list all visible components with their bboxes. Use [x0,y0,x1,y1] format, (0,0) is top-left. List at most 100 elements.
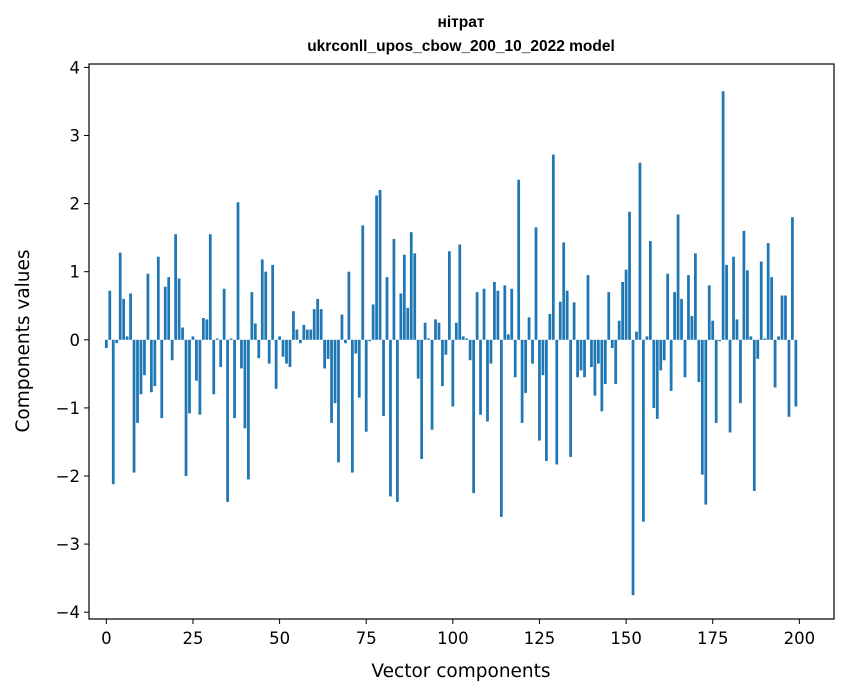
bar [111,339,115,485]
bar [780,295,784,340]
bar [680,298,683,340]
bar [704,339,708,505]
bar [444,339,448,355]
bar [420,339,424,459]
plot-frame [88,63,835,620]
bar [607,292,611,340]
bar [742,230,746,340]
bar [638,162,642,340]
bar [236,202,240,340]
bar [707,285,711,340]
bar [676,214,680,340]
bar [281,339,285,357]
bar [156,256,160,340]
bar [697,339,701,383]
bar [108,290,112,340]
chart-subtitle: ukrconll_upos_cbow_200_10_2022 model [307,38,615,55]
bar [745,270,749,340]
bar [531,339,534,364]
bar [527,317,531,340]
bar [229,338,233,340]
bar [305,329,309,340]
bar [167,277,171,340]
bar [298,339,302,344]
bar [739,339,742,404]
bar [361,225,365,340]
bar [274,339,278,389]
bar [278,336,281,340]
bar [389,339,392,497]
bar [468,339,472,361]
bar [160,339,164,419]
bar [368,339,372,342]
bar [569,339,573,457]
bar [340,314,344,340]
bar [524,339,527,393]
bar [143,339,146,376]
bar [690,315,694,340]
bar [288,339,292,368]
bar [104,339,108,348]
bar [292,311,295,340]
bar [718,339,722,342]
x-tick-label: 150 [610,629,642,648]
bar [617,320,621,340]
bar [583,339,586,378]
bar [243,339,247,429]
bar [219,339,223,368]
bar [534,227,538,340]
bar [784,295,787,340]
bar [212,339,216,395]
bar [430,339,434,430]
bar [139,339,143,395]
bar [510,288,514,340]
bar [475,292,479,340]
x-tick-label: 200 [784,629,816,648]
bar [593,339,597,396]
bar [344,339,347,344]
bar [538,339,541,441]
bar [271,264,275,340]
x-tick-label: 50 [269,629,290,648]
bar [337,339,340,463]
bar [645,336,649,340]
bar [621,281,625,340]
bar [233,339,236,419]
bar [770,277,774,340]
bar [357,339,361,398]
bar [406,307,410,340]
bar [603,339,607,385]
bar [215,338,219,340]
bar [226,339,229,502]
bar [260,259,264,340]
bar [614,339,618,385]
bar [766,243,770,340]
bar [555,339,559,465]
bar [479,339,482,415]
bar [659,339,663,371]
bar [264,271,268,340]
bar [683,339,687,378]
bar [458,244,462,340]
bar [115,339,119,344]
y-tick-label: 3 [70,127,81,146]
bar [378,189,382,340]
bar [711,320,715,340]
bar [441,339,444,387]
bar [579,339,583,371]
bar [416,339,420,379]
bar [749,336,753,340]
bar [319,309,323,340]
x-tick-label: 25 [182,629,203,648]
bar [146,273,150,340]
y-tick-label: 0 [70,331,81,350]
bar [409,232,413,340]
y-tick-label: 2 [70,195,81,214]
bar [451,339,455,407]
bar [513,339,517,378]
bar [545,339,548,462]
bar [163,286,167,340]
bar [129,293,132,340]
bar [122,298,126,340]
bar [489,339,493,364]
